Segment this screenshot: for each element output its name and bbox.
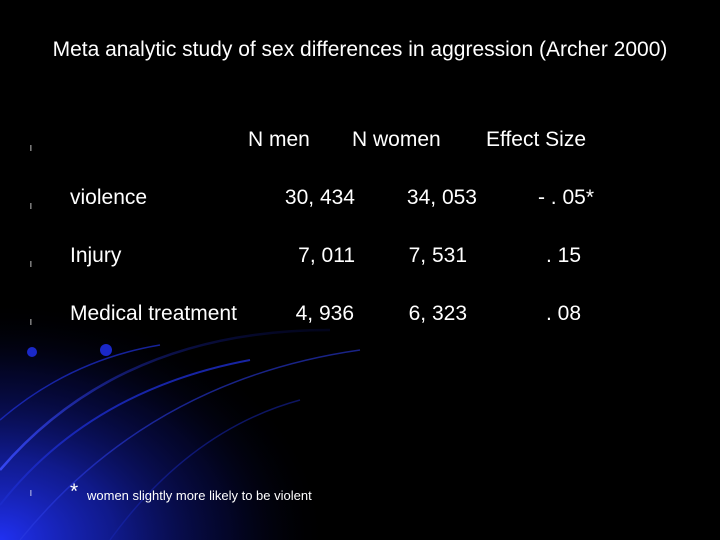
swoosh-arc-large [0,328,331,471]
bullet-icon: l [30,489,32,498]
bullet-icon: l [30,202,32,211]
bullet-icon: l [30,144,32,153]
swoosh-arc-mid [0,359,251,506]
row-injury-effect-size: . 15 [545,244,581,267]
header-n-women: N women [352,128,441,151]
footnote-asterisk: * [70,480,79,503]
bullet-icon: l [30,318,32,327]
row-injury-n-women: 7, 531 [408,244,467,267]
row-violence-n-women: 34, 053 [406,186,477,209]
row-medical-treatment-n-women: 6, 323 [408,302,467,325]
row-medical-treatment-n-men: 4, 936 [295,302,354,325]
row-violence-n-men: 30, 434 [284,186,355,209]
swoosh-arc-sweep [19,349,361,540]
swoosh-arc-inner [0,344,161,421]
row-injury-n-men: 7, 011 [298,244,355,267]
footnote-text: women slightly more likely to be violent [87,488,312,503]
row-medical-treatment-effect-size: . 08 [545,302,581,325]
row-label-injury: Injury [70,244,122,267]
bullet-icon: l [30,260,32,269]
row-violence-effect-size: - . 05* [537,186,594,209]
swoosh-dot-left [27,347,37,357]
swoosh-arc-lower [109,399,301,540]
row-label-medical-treatment: Medical treatment [70,302,237,325]
swoosh-dot-right [100,344,112,356]
header-effect-size: Effect Size [486,128,586,151]
slide-title: Meta analytic study of sex differences i… [52,38,668,61]
row-label-violence: violence [70,186,148,209]
header-n-men: N men [248,128,310,151]
